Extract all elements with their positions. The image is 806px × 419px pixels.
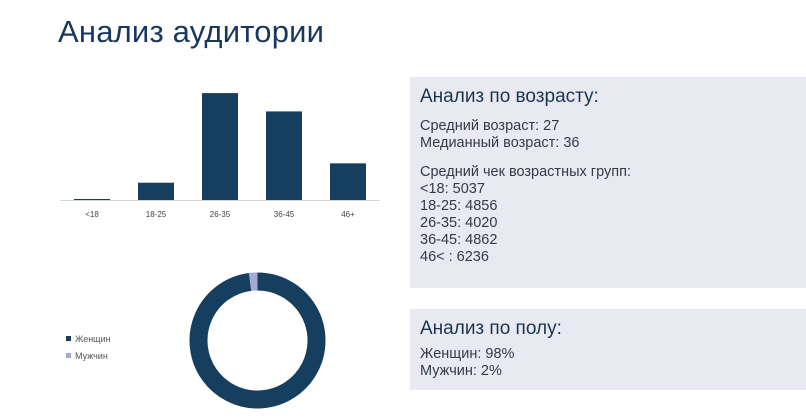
bar: [266, 111, 302, 200]
avg-check-group: 26-35: 4020: [420, 215, 498, 231]
legend-swatch-men: [66, 353, 71, 358]
x-tick-label: 46+: [341, 210, 355, 219]
men-share: Мужчин: 2%: [420, 363, 502, 379]
avg-check-heading: Средний чек возрастных групп:: [420, 164, 631, 180]
legend-item-women: Женщин: [66, 330, 111, 347]
bar: [202, 93, 238, 200]
gender-donut-chart: [189, 272, 326, 409]
median-age: Медианный возраст: 36: [420, 135, 580, 151]
avg-check-group: <18: 5037: [420, 181, 485, 197]
women-share: Женщин: 98%: [420, 346, 515, 362]
age-bar-chart: <18 18-25 26-35 36-45 46+: [60, 93, 380, 219]
age-analysis-panel: Анализ по возрасту: Средний возраст: 27 …: [410, 77, 806, 288]
page-title: Анализ аудитории: [58, 14, 325, 49]
donut-legend: Женщин Мужчин: [66, 330, 111, 364]
age-panel-heading: Анализ по возрасту:: [420, 86, 599, 107]
bar: [74, 198, 110, 200]
donut-slice: [189, 272, 326, 409]
x-tick-label: 18-25: [146, 210, 167, 219]
x-tick-label: 36-45: [274, 210, 295, 219]
avg-check-group: 46< : 6236: [420, 249, 489, 265]
bar: [330, 163, 366, 200]
legend-item-men: Мужчин: [66, 347, 111, 364]
bar: [138, 182, 174, 200]
x-tick-label: <18: [85, 210, 99, 219]
gender-panel-heading: Анализ по полу:: [420, 318, 562, 339]
avg-check-group: 18-25: 4856: [420, 198, 498, 214]
legend-label-men: Мужчин: [75, 350, 108, 361]
avg-check-group: 36-45: 4862: [420, 232, 498, 248]
legend-label-women: Женщин: [75, 333, 111, 344]
gender-analysis-panel: Анализ по полу: Женщин: 98% Мужчин: 2%: [410, 309, 806, 390]
mean-age: Средний возраст: 27: [420, 118, 560, 134]
x-tick-label: 26-35: [210, 210, 231, 219]
legend-swatch-women: [66, 336, 71, 341]
